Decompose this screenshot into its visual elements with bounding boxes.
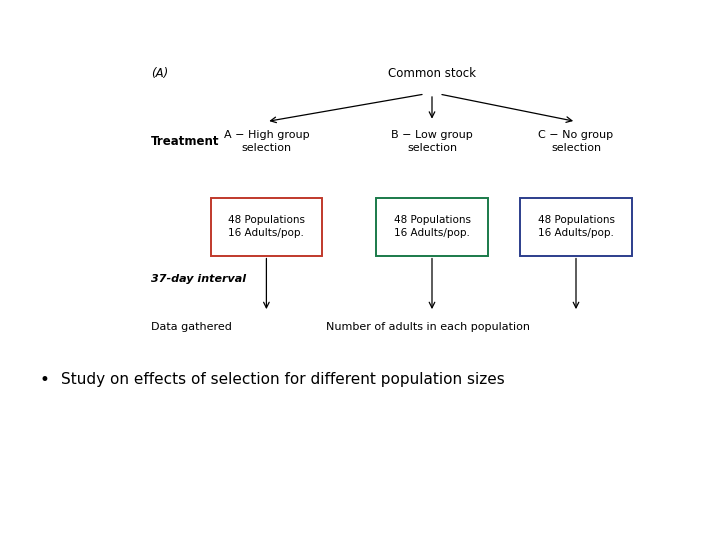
Text: 48 Populations
16 Adults/pop.: 48 Populations 16 Adults/pop. (538, 215, 614, 238)
Text: Treatment: Treatment (151, 135, 220, 148)
Bar (376, 198, 488, 255)
Text: 37-day interval: 37-day interval (151, 274, 246, 284)
Text: B − Low group
selection: B − Low group selection (391, 130, 473, 153)
Text: Common stock: Common stock (388, 68, 476, 80)
Text: 11. 11(1)  Effects of individual selection and group selection on population siz: 11. 11(1) Effects of individual selectio… (11, 12, 720, 27)
Text: 48 Populations
16 Adults/pop.: 48 Populations 16 Adults/pop. (228, 215, 305, 238)
Text: C − No group
selection: C − No group selection (539, 130, 613, 153)
Text: Data gathered: Data gathered (151, 322, 232, 332)
Bar (210, 198, 323, 255)
Text: A − High group
selection: A − High group selection (224, 130, 309, 153)
Text: Number of adults in each population: Number of adults in each population (326, 322, 531, 332)
Text: •: • (40, 370, 50, 389)
Text: Study on effects of selection for different population sizes: Study on effects of selection for differ… (61, 372, 505, 387)
Text: (A): (A) (151, 68, 168, 80)
Text: 48 Populations
16 Adults/pop.: 48 Populations 16 Adults/pop. (394, 215, 470, 238)
Bar (521, 198, 632, 255)
